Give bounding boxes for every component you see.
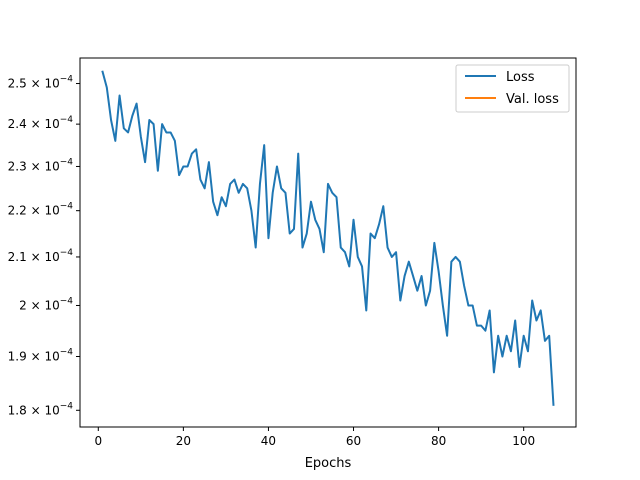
legend: Loss Val. loss (455, 64, 570, 113)
plot-area (101, 70, 555, 406)
y-tick-label: 2.2 × 10−4 (8, 202, 74, 218)
x-tick-label: 40 (261, 434, 276, 448)
y-tick-label: 1.8 × 10−4 (8, 401, 74, 417)
x-tick-label: 80 (431, 434, 446, 448)
axes-frame (79, 57, 577, 428)
legend-label-val-loss: Val. loss (506, 92, 559, 107)
y-tick-label: 2.5 × 10−4 (8, 75, 74, 91)
y-tick-label: 2.1 × 10−4 (8, 248, 74, 264)
legend-label-loss: Loss (506, 70, 535, 85)
y-axis: 1.8 × 10−4 1.9 × 10−4 2 × 10−4 2.1 × 10−4 2.… (8, 75, 80, 417)
y-tick-label: 2.4 × 10−4 (8, 115, 74, 131)
y-tick-label: 2.3 × 10−4 (8, 157, 74, 173)
y-tick-label: 2 × 10−4 (19, 296, 73, 312)
x-tick-label: 100 (512, 434, 535, 448)
x-tick-label: 0 (94, 434, 102, 448)
x-axis-label: Epochs (305, 456, 352, 471)
x-tick-label: 20 (176, 434, 191, 448)
x-axis: 0 20 40 60 80 100 (94, 427, 535, 448)
x-tick-label: 60 (346, 434, 361, 448)
y-tick-label: 1.9 × 10−4 (8, 348, 74, 364)
